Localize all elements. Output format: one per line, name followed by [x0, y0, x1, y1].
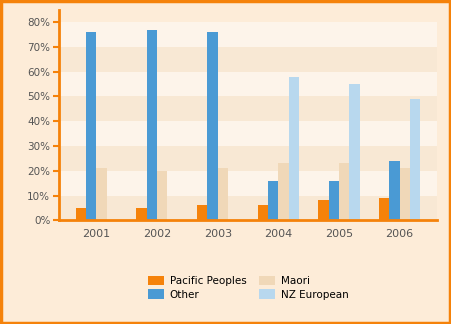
Bar [400, 168, 410, 220]
Bar [59, 196, 437, 220]
Bar [76, 208, 86, 220]
Bar [350, 84, 359, 220]
Bar [59, 171, 437, 196]
Bar [318, 201, 329, 220]
Bar [59, 97, 437, 121]
Bar [329, 181, 339, 220]
Bar [86, 32, 97, 220]
Bar [410, 99, 420, 220]
Bar [59, 47, 437, 72]
Bar [268, 181, 278, 220]
Bar [218, 168, 228, 220]
Bar [59, 146, 437, 171]
Bar [157, 171, 167, 220]
Bar [289, 76, 299, 220]
Bar [147, 29, 157, 220]
Bar [389, 161, 400, 220]
Bar [258, 205, 268, 220]
Bar [278, 163, 289, 220]
Bar [207, 32, 218, 220]
Bar [59, 121, 437, 146]
Bar [97, 168, 107, 220]
Bar [59, 72, 437, 97]
Legend: Pacific Peoples, Other, Maori, NZ European: Pacific Peoples, Other, Maori, NZ Europe… [143, 272, 353, 304]
Bar [379, 198, 389, 220]
Bar [197, 205, 207, 220]
Bar [59, 22, 437, 47]
Bar [137, 208, 147, 220]
Bar [339, 163, 350, 220]
